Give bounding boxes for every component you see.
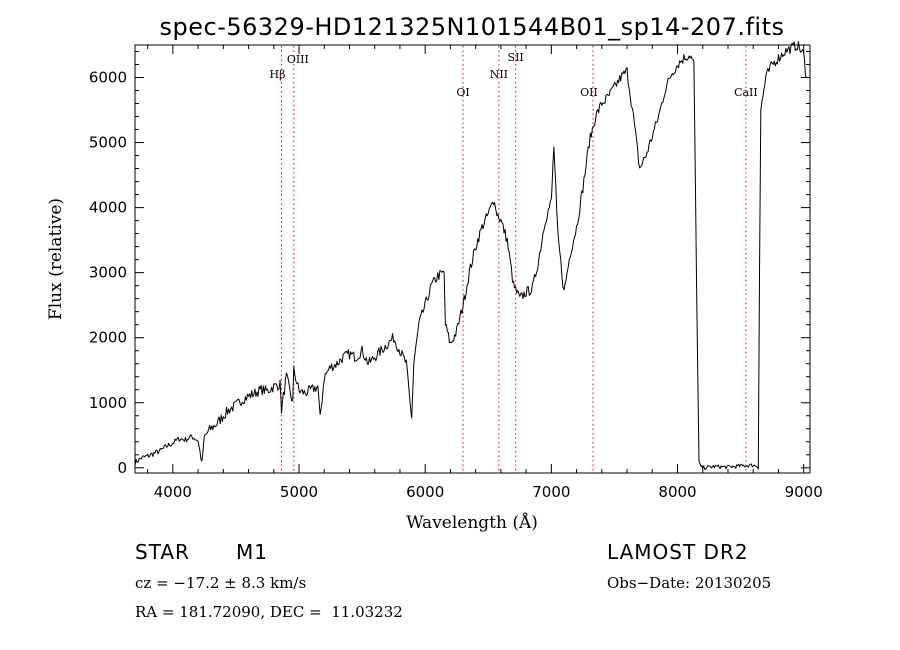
y-axis-label: Flux (relative) [46,198,66,320]
plot-frame [134,44,811,474]
x-tick-label: 5000 [280,483,318,501]
observation-date: Obs−Date: 20130205 [607,574,772,592]
y-tick-label: 1000 [89,394,127,412]
emission-line-label: OII [580,86,598,99]
redshift-cz: cz = −17.2 ± 8.3 km/s [135,574,307,592]
x-tick-label: 8000 [658,483,696,501]
emission-line-label: OIII [287,53,309,66]
spectrum-line [134,41,807,470]
survey-name: LAMOST DR2 [607,540,749,564]
emission-line-label: CaII [734,86,758,99]
plot-border [134,44,811,474]
coordinates: RA = 181.72090, DEC = 11.03232 [135,603,403,621]
x-tick-label: 6000 [406,483,444,501]
y-tick-label: 2000 [89,329,127,347]
x-tick-label: 4000 [154,483,192,501]
y-tick-label: 0 [117,459,127,477]
object-class: STAR [135,540,190,564]
chart-title: spec-56329-HD121325N101544B01_sp14-207.f… [160,13,785,41]
emission-line-label: OI [456,86,469,99]
y-tick-label: 6000 [89,69,127,87]
y-tick-label: 3000 [89,264,127,282]
emission-line-label: SII [508,51,524,64]
y-tick-label: 5000 [89,134,127,152]
emission-line-label: NII [490,68,508,81]
y-tick-label: 4000 [89,199,127,217]
x-tick-label: 9000 [785,483,823,501]
axis-ticks: 4000 5000 6000 7000 8000 9000 0 1000 2000 3000 400… [89,45,823,501]
x-tick-label: 7000 [532,483,570,501]
object-subclass: M1 [236,540,268,564]
emission-line-label: Hβ [270,68,286,81]
spectrum-series [134,41,807,470]
x-axis-label: Wavelength (Å) [406,512,538,533]
